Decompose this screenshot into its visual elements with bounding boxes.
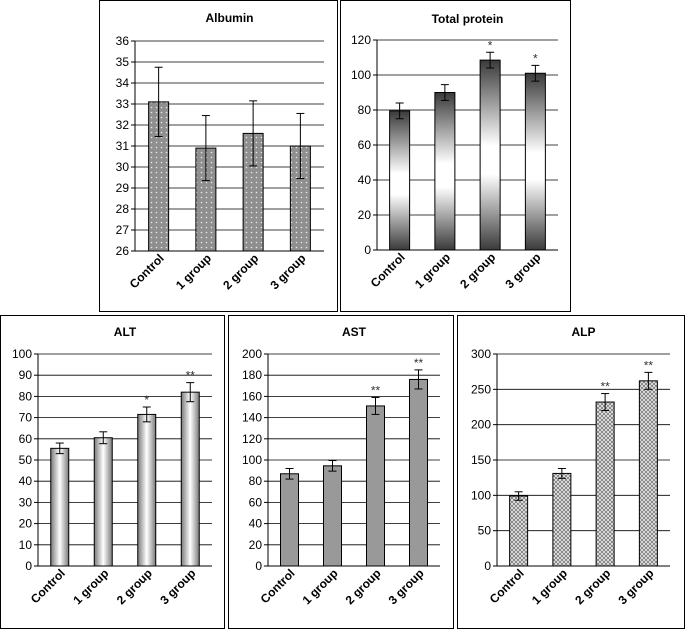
y-tick-label: 120 (351, 33, 371, 47)
y-tick-label: 60 (358, 138, 372, 152)
panel-alp: ALP 0 50 100 150 200 250 300 Control 1 group ** 2 g… (457, 315, 685, 629)
significance-mark: ** (414, 356, 424, 370)
y-tick-label: 32 (116, 118, 130, 132)
bar-1-group (434, 92, 456, 251)
panel-alt: ALT 0 10 20 30 40 50 60 70 80 90 100 Control 1 group *… (0, 315, 225, 629)
y-tick-label: 80 (358, 103, 372, 117)
bar-control (50, 447, 70, 567)
y-tick-label: 80 (249, 474, 263, 488)
y-tick-label: 0 (255, 559, 262, 573)
significance-mark: ** (600, 380, 610, 394)
significance-mark: * (533, 51, 538, 65)
significance-mark: * (488, 38, 493, 52)
y-tick-label: 26 (116, 244, 130, 258)
bar-2-group (137, 413, 157, 567)
y-tick-label: 40 (19, 474, 33, 488)
y-tick-label: 200 (471, 418, 491, 432)
y-tick-label: 30 (116, 160, 130, 174)
bar-3-group (409, 378, 428, 567)
y-tick-label: 20 (358, 208, 372, 222)
bar-control (509, 495, 529, 567)
chart-title: ALP (572, 325, 596, 339)
y-tick-label: 40 (249, 517, 263, 531)
y-tick-label: 70 (19, 411, 33, 425)
y-tick-label: 34 (116, 76, 130, 90)
bar-3-group (638, 380, 658, 567)
y-tick-label: 0 (484, 559, 491, 573)
y-tick-label: 120 (242, 432, 262, 446)
bar-control (389, 110, 411, 251)
y-tick-label: 100 (242, 453, 262, 467)
y-tick-label: 100 (351, 68, 371, 82)
y-tick-label: 50 (19, 453, 33, 467)
y-tick-label: 150 (471, 453, 491, 467)
y-tick-label: 60 (19, 432, 33, 446)
y-tick-label: 100 (471, 488, 491, 502)
bar-2-group (595, 401, 615, 567)
y-tick-label: 31 (116, 139, 130, 153)
chart-title: ALT (114, 325, 137, 339)
bar-3-group (524, 72, 546, 251)
bar-3-group (180, 391, 200, 567)
bar-2-group (366, 405, 385, 567)
bar-control (280, 473, 299, 567)
y-tick-label: 36 (116, 34, 130, 48)
y-tick-label: 200 (242, 347, 262, 361)
y-tick-label: 30 (19, 495, 33, 509)
y-tick-label: 27 (116, 223, 130, 237)
y-tick-label: 60 (249, 495, 263, 509)
significance-mark: ** (186, 369, 196, 383)
significance-mark: ** (644, 358, 654, 372)
y-tick-label: 140 (242, 411, 262, 425)
chart-title: Albumin (206, 11, 254, 25)
y-tick-label: 33 (116, 97, 130, 111)
y-tick-label: 160 (242, 389, 262, 403)
y-tick-label: 90 (19, 368, 33, 382)
y-tick-label: 40 (358, 173, 372, 187)
y-tick-label: 29 (116, 181, 130, 195)
y-tick-label: 300 (471, 347, 491, 361)
bar-1-group (323, 465, 342, 567)
panel-albumin: Albumin 26 27 28 29 30 31 32 33 34 35 36 Control 1 gr… (99, 0, 338, 312)
y-tick-label: 28 (116, 202, 130, 216)
bar-1-group (552, 472, 572, 567)
y-tick-label: 250 (471, 382, 491, 396)
panel-total-protein: Total protein 0 20 40 60 80 100 120 Control 1 gro… (340, 0, 571, 312)
y-tick-label: 180 (242, 368, 262, 382)
chart-title: AST (342, 325, 367, 339)
significance-mark: * (144, 393, 149, 407)
chart-title: Total protein (432, 12, 504, 26)
y-tick-label: 50 (478, 524, 492, 538)
bar-1-group (93, 437, 113, 567)
y-tick-label: 100 (12, 347, 32, 361)
y-tick-label: 0 (364, 243, 371, 257)
significance-mark: ** (371, 383, 381, 397)
y-tick-label: 20 (19, 517, 33, 531)
panel-ast: AST 0 20 40 60 80 100 120 140 160 180 200 Control 1 g… (228, 315, 454, 629)
y-tick-label: 35 (116, 55, 130, 69)
y-tick-label: 0 (25, 559, 32, 573)
y-tick-label: 20 (249, 538, 263, 552)
y-tick-label: 80 (19, 389, 33, 403)
bar-2-group (479, 59, 501, 251)
y-tick-label: 10 (19, 538, 33, 552)
